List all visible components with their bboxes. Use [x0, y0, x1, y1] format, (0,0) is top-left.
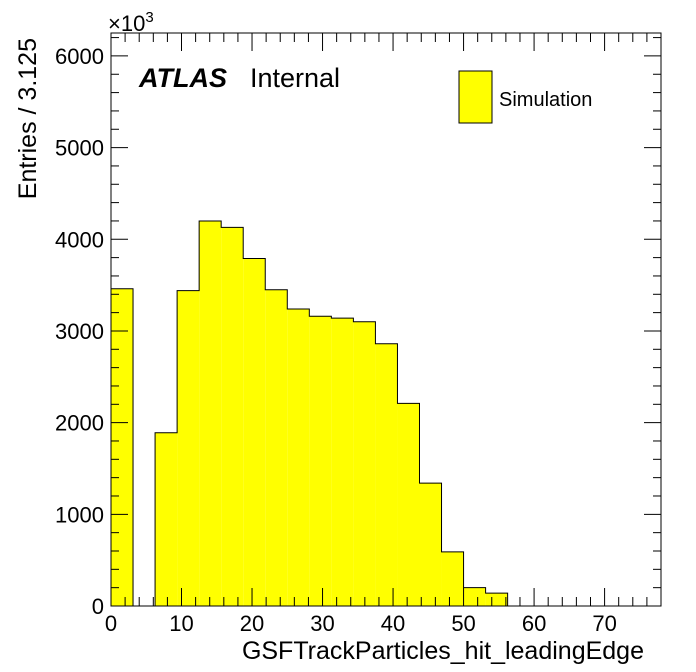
x-tick-label: 60	[522, 611, 546, 636]
y-axis-multiplier: ×103	[108, 9, 154, 36]
legend: Simulation	[458, 70, 592, 124]
y-tick-label: 2000	[55, 411, 104, 436]
histogram-bar	[287, 308, 310, 606]
x-tick-label: 50	[451, 611, 475, 636]
histogram-bar	[309, 316, 332, 606]
y-tick-label: 5000	[55, 136, 104, 161]
histogram-bar	[221, 227, 244, 606]
y-axis-ticks: 0 1000 2000 3000 4000 5000 6000	[55, 37, 661, 619]
y-tick-label: 0	[92, 594, 104, 619]
y-multiplier-exponent: 3	[145, 9, 153, 26]
x-tick-label: 0	[105, 611, 117, 636]
histogram-outline	[110, 220, 661, 607]
histogram-bar	[375, 343, 398, 606]
histogram-bar	[331, 318, 354, 606]
histogram-bars	[111, 220, 508, 606]
x-axis-label: GSFTrackParticles_hit_leadingEdge	[242, 637, 644, 665]
x-tick-label: 30	[310, 611, 334, 636]
histogram-bar	[353, 321, 376, 606]
plot-frame	[110, 32, 662, 607]
y-tick-label: 3000	[55, 319, 104, 344]
y-axis-label: Entries / 3.125	[14, 38, 42, 199]
y-tick-label: 1000	[55, 502, 104, 527]
histogram-step-line	[110, 220, 661, 607]
legend-label: Simulation	[499, 89, 592, 111]
histogram-bar	[463, 587, 486, 606]
histogram-bar	[397, 403, 420, 606]
y-tick-label: 4000	[55, 227, 104, 252]
histogram-bar	[441, 551, 464, 606]
internal-label: Internal	[250, 63, 340, 93]
y-tick-label: 6000	[55, 44, 104, 69]
histogram-bar	[419, 483, 442, 606]
x-tick-label: 70	[592, 611, 616, 636]
x-tick-label: 20	[240, 611, 264, 636]
histogram-bar	[111, 288, 134, 606]
histogram-bar	[155, 432, 178, 606]
legend-swatch	[458, 70, 493, 124]
histogram-bar	[177, 290, 200, 606]
y-multiplier-base: ×10	[108, 11, 145, 36]
histogram-bar	[243, 258, 266, 606]
histogram-bar	[485, 593, 508, 606]
x-tick-label: 10	[169, 611, 193, 636]
histogram-bar	[199, 220, 222, 606]
atlas-label: ATLAS	[138, 63, 227, 93]
histogram-bar	[265, 289, 288, 606]
x-axis-ticks: 0 10 20 30 40 50 60 70	[105, 33, 662, 636]
x-tick-label: 40	[381, 611, 405, 636]
